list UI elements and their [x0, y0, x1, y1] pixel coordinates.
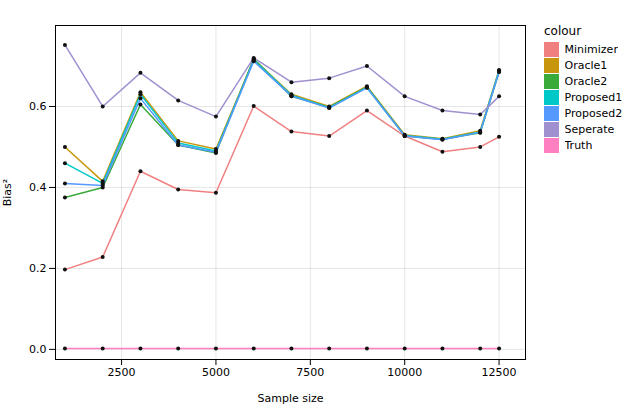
svg-text:0.0: 0.0 — [29, 343, 47, 356]
html-text:Truth: Truth — [564, 139, 593, 152]
html-text:Proposed1: Proposed1 — [564, 91, 623, 104]
svg-text:10000: 10000 — [387, 366, 422, 379]
html-text:Seperate: Seperate — [564, 123, 615, 136]
html-text:Proposed2: Proposed2 — [564, 107, 623, 120]
html-text:colour: colour — [544, 24, 582, 38]
html-text:Oracle1: Oracle1 — [564, 59, 608, 72]
svg-text:12500: 12500 — [482, 366, 517, 379]
svg-text:0.6: 0.6 — [29, 100, 47, 113]
svg-text:Sample size: Sample size — [257, 392, 323, 404]
svg-text:2500: 2500 — [108, 366, 136, 379]
svg-text:Bias²: Bias² — [1, 179, 14, 206]
svg-text:5000: 5000 — [202, 366, 230, 379]
svg-text:0.2: 0.2 — [29, 262, 47, 275]
html-text:Oracle2: Oracle2 — [564, 75, 608, 88]
html-text:Minimizer: Minimizer — [564, 43, 618, 56]
svg-text:0.4: 0.4 — [29, 181, 47, 194]
svg-text:7500: 7500 — [296, 366, 324, 379]
